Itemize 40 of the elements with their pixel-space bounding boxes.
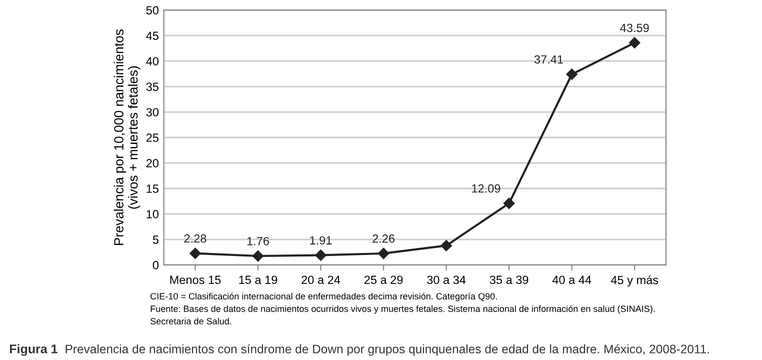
point — [315, 250, 326, 261]
data-label: 2.26 — [372, 234, 394, 243]
text: Prevalencia de nacimientos con síndrome de Down por grupos quinquenales de edad de la madre. México, 2008-2011. — [66, 344, 709, 356]
x-tick-label: 30 a 34 — [427, 276, 466, 284]
data-label: 12.09 — [472, 184, 500, 193]
source-note: Fuente: Bases de datos de nacimientos ocurridos vivos y muertes fetales. Sistema nacional de información en salud (SINAIS). — [150, 305, 655, 314]
text: Figura 1 — [10, 344, 58, 356]
text: Secretaria de Salud. — [150, 318, 232, 324]
point — [252, 250, 264, 262]
x-tick-label: 35 a 39 — [490, 276, 528, 284]
x-tick-label: 25 a 29 — [364, 276, 403, 284]
x-tick-label: 15 a 19 — [239, 276, 278, 284]
y-axis-title: Prevalencia por 10,000 nancimientos (vivos + muertes fetales) — [114, 29, 140, 245]
y-tick-label: 0 — [152, 260, 159, 270]
y-tick-label: 20 — [146, 159, 159, 168]
point — [190, 248, 201, 259]
y-tick-label: 15 — [146, 184, 158, 193]
x-tick-label: 20 a 24 — [302, 276, 340, 284]
data-label: 1.76 — [247, 236, 269, 246]
y-tick-label: 35 — [146, 82, 158, 91]
y-tick-label: 25 — [146, 134, 158, 142]
point — [566, 68, 578, 80]
point — [378, 248, 390, 260]
point — [503, 198, 515, 209]
data-label: 37.41 — [534, 55, 563, 64]
x-tick-label: Menos 15 — [170, 276, 221, 284]
x-tick-label: 45 y más — [610, 275, 658, 287]
y-tick-label: 30 — [146, 108, 159, 116]
point — [440, 240, 452, 252]
data-label: 1.91 — [310, 236, 332, 245]
y-tick-label: 10 — [146, 210, 159, 218]
point — [628, 37, 640, 48]
x-tick-label: 40 a 44 — [552, 276, 592, 284]
data-label: 43.59 — [620, 24, 649, 32]
y-tick-label: 45 — [146, 32, 158, 40]
y-tick-label: 5 — [152, 236, 158, 244]
y-tick-label: 50 — [146, 6, 159, 14]
text: CIE-10 = Clasificación internacional de enfermedades decima revisión. Categoría Q90. — [150, 292, 497, 302]
data-label: 2.28 — [184, 234, 206, 243]
y-tick-label: 40 — [146, 57, 159, 66]
